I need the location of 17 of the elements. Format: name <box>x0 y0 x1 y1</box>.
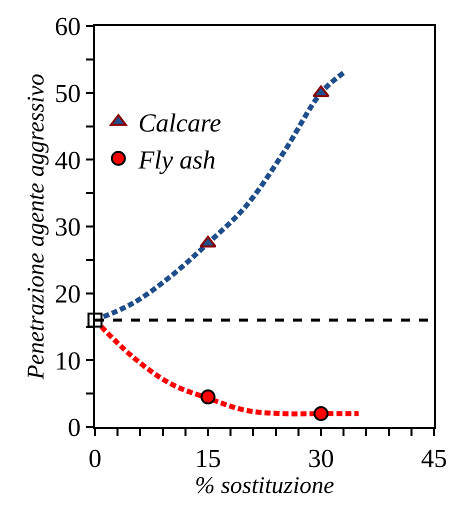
y-axis-title: Penetrazione agente aggressivo <box>23 74 50 380</box>
y-tick-label: 60 <box>54 12 81 42</box>
y-tick-label: 20 <box>54 279 81 308</box>
point <box>314 406 328 422</box>
y-tick-label: 40 <box>54 146 81 175</box>
x-axis-title: % sostituzione <box>194 473 335 500</box>
point <box>200 389 216 404</box>
legend-label: Fly ash <box>137 146 216 175</box>
x-tick-label: 30 <box>308 444 334 474</box>
y-tick-label: 50 <box>54 78 81 108</box>
y-tick-label: 30 <box>54 212 81 242</box>
y-tick-label: 10 <box>54 346 81 376</box>
x-tick-label: 0 <box>88 444 102 474</box>
x-tick-label: 15 <box>195 444 221 474</box>
x-tick-label: 45 <box>421 444 447 474</box>
y-tick-label: 0 <box>68 413 81 442</box>
legend-label: Calcare <box>138 108 222 138</box>
